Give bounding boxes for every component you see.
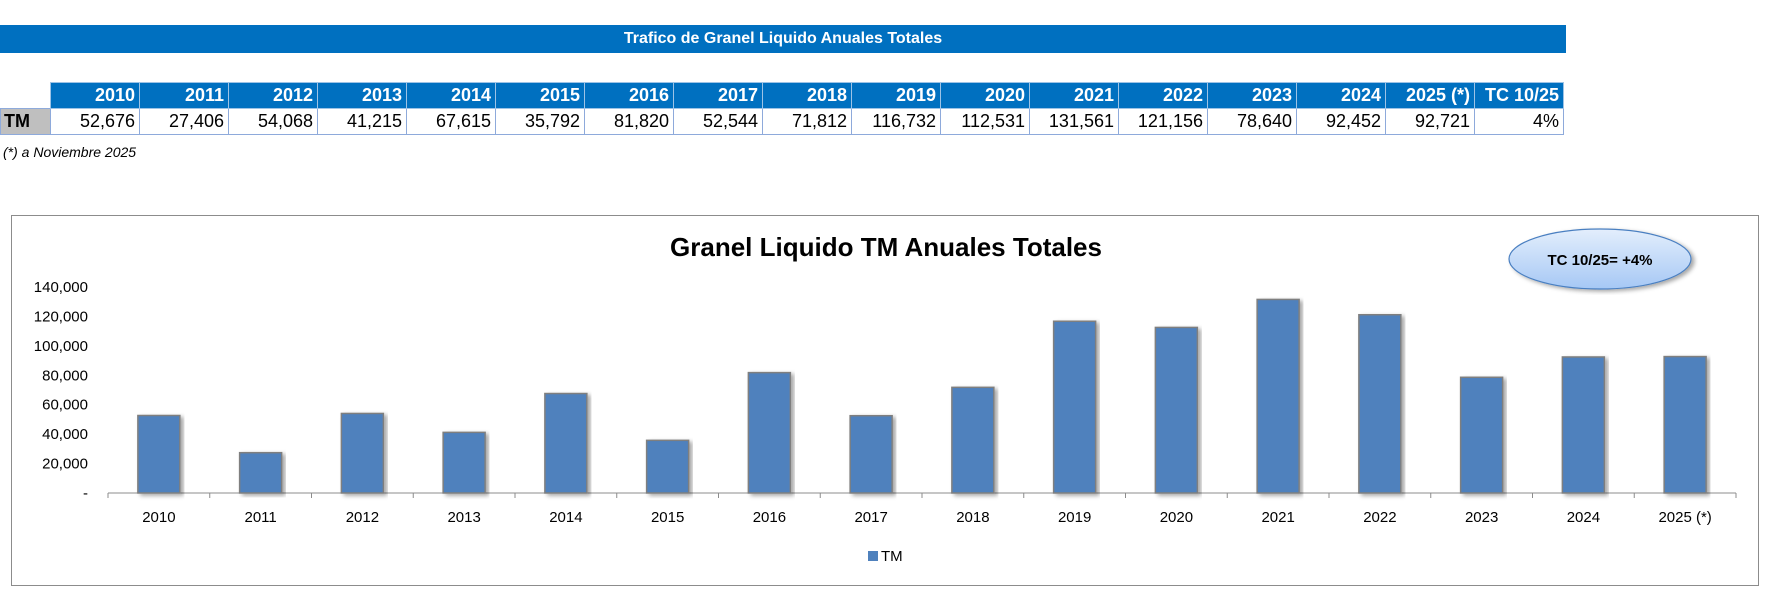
y-tick-label: 40,000 <box>42 426 88 443</box>
column-header: 2024 <box>1296 82 1386 109</box>
column-header: 2015 <box>495 82 585 109</box>
bar <box>1358 313 1402 494</box>
table-cell: 78,640 <box>1207 108 1297 135</box>
table-corner <box>0 82 51 109</box>
table-cell: 4% <box>1474 108 1564 135</box>
table-cell: 52,544 <box>673 108 763 135</box>
y-tick-label: - <box>83 485 88 502</box>
x-tick-label: 2012 <box>346 509 379 526</box>
x-tick-label: 2017 <box>854 509 887 526</box>
bar <box>1459 376 1504 494</box>
y-tick-label: 100,000 <box>34 338 88 355</box>
y-tick-label: 60,000 <box>42 397 88 414</box>
column-header: 2025 (*) <box>1385 82 1475 109</box>
table-cell: 116,732 <box>851 108 941 135</box>
x-tick-label: 2020 <box>1160 509 1193 526</box>
table-row: TM 52,676 27,406 54,068 41,215 67,615 35,792 8… <box>0 108 1564 135</box>
y-tick-label: 20,000 <box>42 456 88 473</box>
bar <box>544 392 588 494</box>
bar <box>951 386 995 494</box>
column-header: 2019 <box>851 82 941 109</box>
table-cell: 131,561 <box>1029 108 1119 135</box>
column-header: 2023 <box>1207 82 1297 109</box>
y-tick-label: 80,000 <box>42 367 88 384</box>
x-tick-label: 2013 <box>447 509 480 526</box>
table-cell: 67,615 <box>406 108 496 135</box>
growth-rate-label: TC 10/25= +4% <box>1547 252 1652 269</box>
x-tick-label: 2022 <box>1363 509 1396 526</box>
traffic-table: 2010 2011 2012 2013 2014 2015 2016 2017 2018 2019… <box>0 82 1564 135</box>
bar <box>442 431 486 494</box>
bar <box>1154 326 1199 494</box>
footnote: (*) a Noviembre 2025 <box>3 144 137 160</box>
chart-container <box>11 215 1759 586</box>
x-tick-label: 2014 <box>549 509 582 526</box>
table-title-bar: Trafico de Granel Liquido Anuales Totale… <box>0 25 1566 53</box>
legend-label: TM <box>881 548 903 565</box>
row-label: TM <box>0 108 51 135</box>
table-cell: 92,721 <box>1385 108 1475 135</box>
column-header: 2012 <box>228 82 318 109</box>
bar <box>849 414 893 494</box>
column-header: 2016 <box>584 82 674 109</box>
x-tick-label: 2021 <box>1261 509 1294 526</box>
table-cell: 54,068 <box>228 108 318 135</box>
table-cell: 52,676 <box>50 108 140 135</box>
bar <box>1052 320 1097 494</box>
x-tick-label: 2015 <box>651 509 684 526</box>
y-tick-label: 140,000 <box>34 279 88 296</box>
bar <box>238 451 283 494</box>
x-tick-label: 2018 <box>956 509 989 526</box>
bar <box>645 439 690 494</box>
column-header: 2021 <box>1029 82 1119 109</box>
x-tick-label: 2016 <box>753 509 786 526</box>
column-header: TC 10/25 <box>1474 82 1564 109</box>
table-cell: 81,820 <box>584 108 674 135</box>
table-cell: 71,812 <box>762 108 852 135</box>
bar <box>137 414 181 494</box>
chart-title: Granel Liquido TM Anuales Totales <box>670 232 1102 262</box>
table-cell: 27,406 <box>139 108 229 135</box>
bar <box>1256 298 1300 494</box>
x-tick-label: 2025 (*) <box>1658 509 1711 526</box>
table-cell: 112,531 <box>940 108 1030 135</box>
table-cell: 92,452 <box>1296 108 1386 135</box>
growth-rate-callout <box>1508 228 1692 290</box>
column-header: 2014 <box>406 82 496 109</box>
column-header: 2011 <box>139 82 229 109</box>
bar <box>1663 355 1707 494</box>
y-tick-label: 120,000 <box>34 308 88 325</box>
bar <box>747 371 792 494</box>
bar <box>340 412 385 494</box>
x-tick-label: 2023 <box>1465 509 1498 526</box>
table-cell: 41,215 <box>317 108 407 135</box>
legend-swatch <box>868 551 878 561</box>
x-tick-label: 2024 <box>1567 509 1600 526</box>
bar <box>1561 356 1606 494</box>
x-tick-label: 2019 <box>1058 509 1091 526</box>
column-header: 2020 <box>940 82 1030 109</box>
x-tick-label: 2010 <box>142 509 175 526</box>
table-cell: 35,792 <box>495 108 585 135</box>
column-header: 2013 <box>317 82 407 109</box>
x-tick-label: 2011 <box>244 509 276 526</box>
table-header-row: 2010 2011 2012 2013 2014 2015 2016 2017 2018 2019… <box>0 82 1564 109</box>
